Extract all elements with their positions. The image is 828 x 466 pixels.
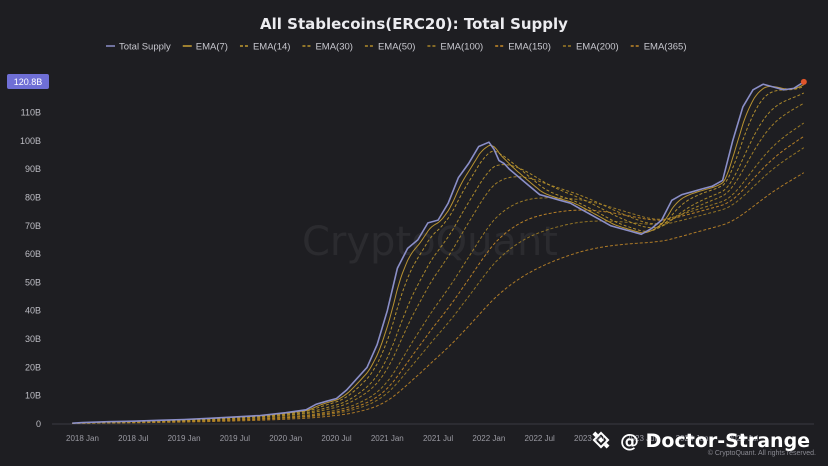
y-tick-label: 20B [25, 362, 41, 372]
x-tick-label: 2019 Jan [168, 434, 201, 443]
y-tick-label: 40B [25, 306, 41, 316]
legend-item: EMA(150) [508, 42, 551, 53]
current-value-badge-bg [7, 74, 49, 89]
last-value-marker [800, 78, 807, 85]
y-tick-label: 100B [20, 136, 41, 146]
y-axis: 0 10B 20B 30B 40B 50B 60B 70B 80B 90B 100B 110B [20, 107, 814, 429]
y-tick-label: 60B [25, 249, 41, 259]
x-tick-label: 2022 Jan [472, 434, 505, 443]
series-line-total-supply [72, 81, 805, 424]
x-tick-label: 2018 Jan [66, 434, 99, 443]
legend-item: EMA(100) [440, 42, 483, 53]
legend: Total Supply EMA(7) EMA(14) EMA(30) EMA(50) E… [106, 42, 686, 53]
y-tick-label: 90B [25, 164, 41, 174]
y-tick-label: 30B [25, 334, 41, 344]
current-value-badge: 120.8B [7, 74, 49, 89]
x-tick-label: 2023 Jul [626, 434, 656, 443]
series-line-ema [72, 147, 805, 424]
current-value-label: 120.8B [14, 77, 43, 87]
x-tick-label: 2021 Jul [423, 434, 453, 443]
overlay-watermark: @ Doctor-Strange [592, 430, 810, 452]
x-tick-label: 2020 Jan [269, 434, 302, 443]
x-axis: 2018 Jan 2018 Jul 2019 Jan 2019 Jul 2020 Jan… [66, 434, 758, 443]
plot-area [72, 78, 807, 424]
y-tick-label: 110B [21, 107, 41, 117]
x-tick-label: 2023 Jan [574, 434, 607, 443]
legend-item: EMA(30) [315, 42, 352, 53]
x-tick-label: 2024 Jan [676, 434, 709, 443]
chart-title: All Stablecoins(ERC20): Total Supply [260, 15, 568, 33]
x-tick-label: 2018 Jul [118, 434, 148, 443]
series-line-ema [72, 135, 805, 424]
legend-item: EMA(14) [253, 42, 290, 53]
x-tick-label: 2024 Jul [728, 434, 758, 443]
legend-item: Total Supply [119, 42, 171, 53]
legend-item: EMA(365) [644, 42, 687, 53]
legend-item: EMA(7) [196, 42, 228, 53]
y-tick-label: 80B [25, 192, 41, 202]
overlay-text: @ Doctor-Strange [620, 430, 810, 452]
y-tick-label: 0 [36, 419, 41, 429]
y-tick-label: 10B [25, 391, 41, 401]
x-tick-label: 2022 Jul [525, 434, 555, 443]
x-tick-label: 2020 Jul [321, 434, 351, 443]
legend-item: EMA(50) [378, 42, 415, 53]
credit-text: © CryptoQuant. All rights reserved. [708, 449, 816, 457]
y-tick-label: 70B [25, 221, 41, 231]
y-tick-label: 50B [25, 277, 41, 287]
watermark-text: CryptoQuant [302, 219, 558, 265]
series-line-ema [72, 122, 805, 424]
x-tick-label: 2021 Jan [371, 434, 404, 443]
x-tick-label: 2019 Jul [220, 434, 250, 443]
legend-item: EMA(200) [576, 42, 619, 53]
series-line-ema [72, 172, 805, 424]
